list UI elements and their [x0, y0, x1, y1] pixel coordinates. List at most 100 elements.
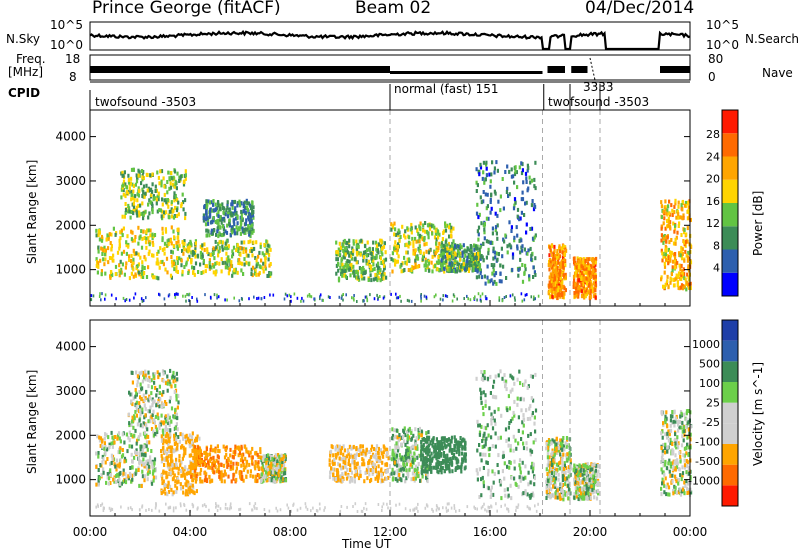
power-cell [376, 278, 379, 283]
velocity-cell [162, 432, 165, 437]
power-cell [577, 268, 580, 273]
velocity-cell [171, 374, 174, 379]
velocity-cell [406, 434, 409, 439]
power-cell [170, 171, 173, 175]
power-cell [587, 265, 590, 270]
power-cell [107, 246, 110, 251]
power-cell [582, 282, 585, 287]
velocity-cell [259, 455, 262, 460]
power-ground-cell [177, 292, 179, 296]
velocity-cell [175, 393, 178, 398]
power-cell [484, 281, 487, 286]
velocity-cell [127, 435, 130, 440]
power-ground-cell [509, 294, 512, 298]
power-cell [482, 258, 485, 263]
power-colorbar-tick: 12 [706, 217, 720, 230]
power-cell [594, 292, 597, 297]
power-cell [577, 294, 580, 299]
power-cell [246, 205, 249, 210]
velocity-cell [188, 439, 191, 444]
power-cell [470, 263, 473, 268]
power-cell [564, 245, 567, 250]
velocity-cell [377, 446, 380, 451]
velocity-cell [134, 428, 137, 433]
velocity-cell [179, 432, 182, 437]
power-cell [512, 174, 515, 179]
power-cell [553, 255, 556, 260]
power-cell [101, 247, 104, 252]
velocity-cell [331, 445, 334, 450]
power-cell [552, 282, 555, 286]
velocity-cell [330, 466, 333, 471]
power-cell [666, 218, 669, 223]
velocity-cell [196, 434, 199, 439]
power-cell [167, 242, 170, 247]
power-ground-cell [98, 295, 101, 298]
power-cell [668, 199, 671, 204]
power-cell [527, 248, 530, 253]
power-cell [686, 258, 689, 263]
velocity-cell [186, 480, 189, 485]
velocity-cell [160, 438, 164, 443]
power-cell [144, 257, 147, 262]
power-cell [377, 261, 380, 266]
power-cell [190, 250, 193, 255]
power-cell [128, 276, 131, 281]
velocity-cell [270, 478, 273, 483]
velocity-cell [281, 457, 284, 461]
power-cell [262, 261, 265, 266]
velocity-cell [192, 468, 195, 473]
power-ground-cell [362, 299, 364, 303]
power-cell [452, 226, 455, 231]
power-cell [202, 213, 205, 218]
velocity-cell [460, 462, 463, 467]
power-cell [346, 266, 350, 271]
power-cell [343, 238, 346, 243]
velocity-cell [184, 476, 187, 480]
power-cell [528, 274, 531, 279]
power-cell [355, 246, 359, 251]
power-cell [390, 257, 393, 262]
velocity-cell [418, 453, 421, 458]
power-cell [442, 243, 445, 248]
power-cell [592, 288, 595, 293]
velocity-cell [174, 448, 177, 453]
power-cell [579, 269, 582, 274]
power-cell [453, 246, 456, 251]
velocity-cell [278, 454, 281, 459]
power-cell [206, 216, 209, 221]
power-cell [216, 212, 219, 217]
power-cell [245, 218, 248, 223]
velocity-cell [387, 456, 390, 461]
power-cell [360, 274, 363, 279]
velocity-cell [282, 463, 285, 467]
power-cell [664, 226, 667, 231]
power-cell [483, 227, 486, 232]
velocity-cell [328, 458, 331, 463]
power-cell [231, 213, 234, 218]
power-cell [156, 170, 159, 175]
velocity-cell [168, 415, 171, 420]
velocity-cell [180, 460, 183, 465]
velocity-cell [281, 460, 284, 464]
power-cell [131, 202, 134, 207]
power-cell [592, 267, 595, 272]
velocity-cell [346, 449, 349, 454]
power-cell [167, 238, 170, 243]
power-cell [183, 239, 186, 243]
power-cell [552, 262, 555, 267]
power-cell [146, 188, 149, 193]
power-cell [564, 275, 567, 280]
velocity-cell [151, 465, 154, 470]
power-cell [671, 208, 674, 213]
power-cell [228, 258, 231, 263]
power-cell [130, 193, 133, 197]
velocity-cell [199, 463, 202, 468]
power-cell [527, 165, 530, 170]
power-cell [374, 256, 377, 261]
velocity-cell [217, 448, 220, 453]
power-cell [152, 234, 155, 239]
velocity-cell [101, 438, 104, 443]
power-cell [430, 260, 433, 265]
power-cell [212, 216, 215, 221]
